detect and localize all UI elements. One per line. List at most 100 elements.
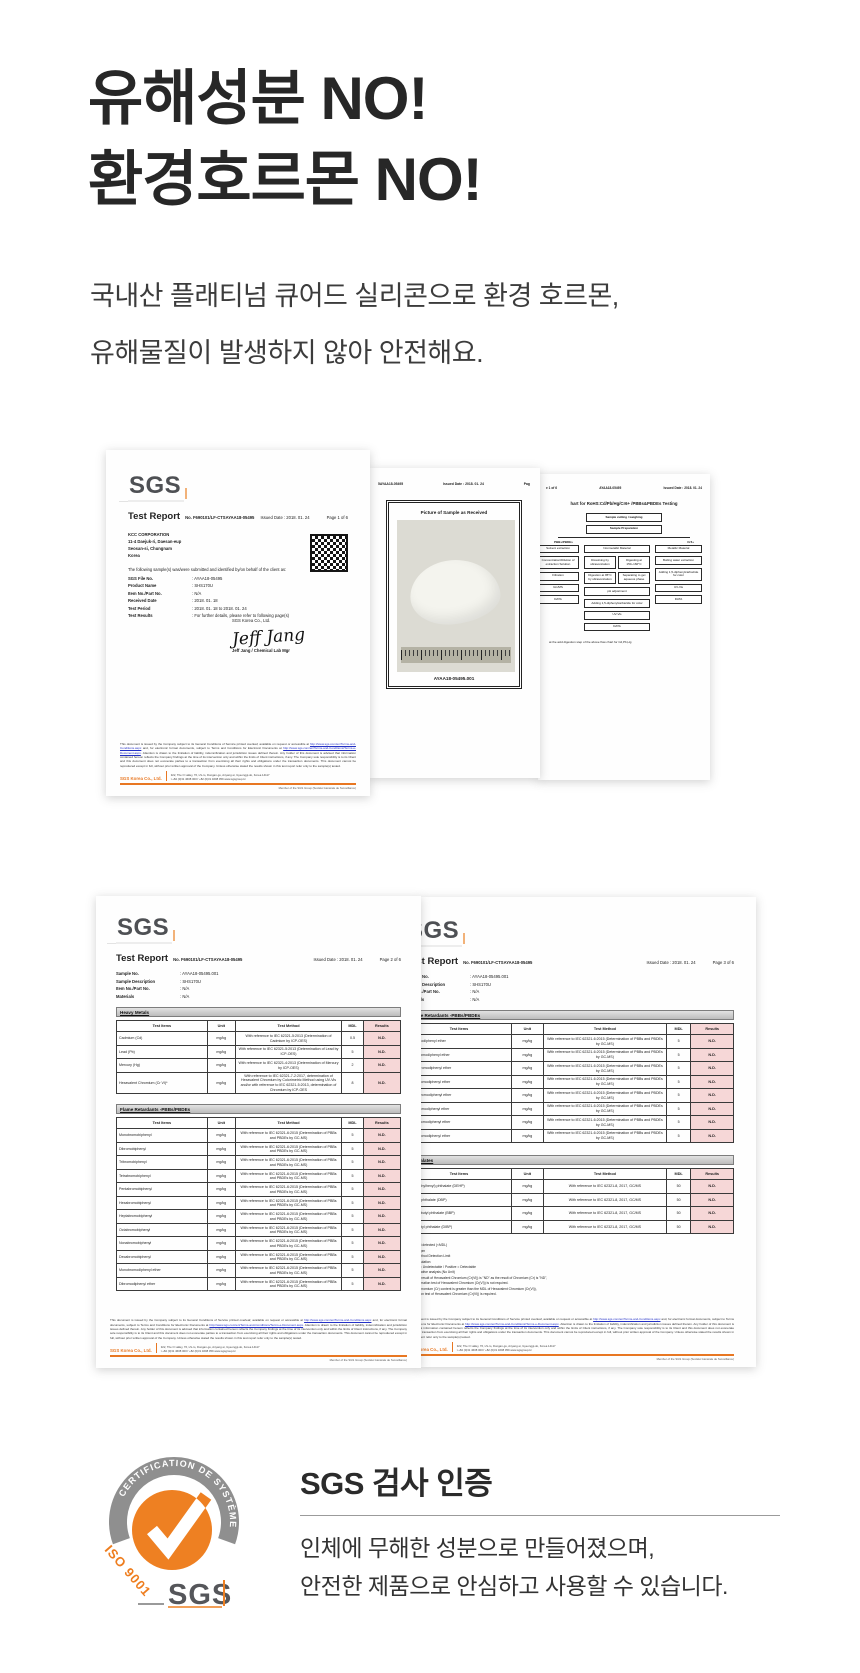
picture-title: Picture of Sample as Received bbox=[420, 510, 488, 515]
field-label: SGS File No. bbox=[128, 575, 154, 581]
table-cell: mg/kg bbox=[510, 1034, 544, 1049]
table-cell: mg/kg bbox=[206, 1031, 236, 1046]
disclaimer-part: This document is issued by the Company s… bbox=[110, 1318, 305, 1323]
table-cell: With reference to IEC 62321-6:2015 (Dete… bbox=[234, 1195, 343, 1211]
result-cell: N.D. bbox=[362, 1263, 402, 1278]
test-item-cell: Tribromobiphenyl bbox=[116, 1155, 208, 1170]
table-cell: With reference to IEC 62321-8, 2017, GC/… bbox=[542, 1192, 667, 1208]
field-value: 2018. 01. 18 to 2018. 01. 24 bbox=[192, 605, 246, 613]
table-row: Pentabromobiphenyl mg/kg With reference to… bbox=[116, 1182, 402, 1197]
note-line: Negative = Undetectable / Positive = Det… bbox=[420, 1265, 477, 1269]
page-label: Page 1 of 6 bbox=[326, 515, 348, 520]
table-row: Decabromobiphenyl mg/kg With reference to … bbox=[116, 1249, 402, 1265]
flow-branch-line bbox=[558, 536, 690, 538]
field-value: N/A bbox=[470, 988, 479, 996]
table-row: Nonabromobiphenyl mg/kg With reference to … bbox=[116, 1236, 402, 1251]
footer-company: SGS Korea Co., Ltd. bbox=[110, 1348, 152, 1353]
flow-box: Filtration bbox=[538, 571, 579, 581]
disclaimer-part: This document is issued by the Company s… bbox=[420, 1317, 594, 1322]
table-cell: mg/kg bbox=[206, 1249, 236, 1265]
table-cell: 0.5 bbox=[341, 1031, 364, 1046]
flow-box: DATA bbox=[538, 595, 579, 604]
report-footer: This document is issued by the Company s… bbox=[110, 1318, 407, 1362]
note-line: MDL = Method Detection Limit bbox=[420, 1254, 451, 1259]
field-row: Sample Description SHS170U bbox=[116, 978, 401, 986]
lab-company: SGS Korea Co., Ltd. bbox=[232, 618, 271, 623]
result-cell: N.D. bbox=[362, 1209, 402, 1224]
test-item-cell: Dibromobiphenyl bbox=[116, 1141, 208, 1157]
field-label: Sample Description bbox=[116, 978, 156, 984]
disclaimer-text: This document is issued by the Company s… bbox=[420, 1317, 734, 1339]
report-number-fragment: 5AYAA18-05495 bbox=[378, 482, 404, 486]
table-cell: 5 bbox=[341, 1249, 364, 1265]
report-footer: This document is issued by the Company s… bbox=[120, 742, 356, 790]
flow-box: DATA bbox=[655, 595, 702, 604]
flow-box-pair: Digestion at 95°C by ultrasonication Sepa… bbox=[584, 571, 650, 585]
table-row: Hexabromobiphenyl mg/kg With reference to … bbox=[116, 1195, 402, 1211]
table-cell: With reference to IEC 62321-6:2015 (Dete… bbox=[234, 1249, 343, 1265]
report-title: Test Report bbox=[128, 511, 181, 522]
flow-box: UV-Vis bbox=[655, 583, 702, 593]
table-cell: mg/kg bbox=[206, 1155, 236, 1170]
table-cell: mg/kg bbox=[206, 1058, 236, 1073]
disclaimer-part: and, for electronic format documents, su… bbox=[141, 746, 284, 751]
field-row: Sample No. AYAA18-05495.001 bbox=[420, 973, 734, 981]
table-row: Mercury (Hg) mg/kg With reference to IEC 6… bbox=[116, 1058, 402, 1073]
field-value: SHS170U bbox=[180, 978, 201, 986]
table-cell: With reference to IEC 62321-7-2:2017, de… bbox=[234, 1071, 343, 1095]
table-cell: mg/kg bbox=[510, 1088, 544, 1103]
note-line: confirmation test of Hexavalent Chromium… bbox=[420, 1292, 497, 1297]
sgs-logo: SGS bbox=[106, 916, 176, 944]
page-label: Page 2 of 6 bbox=[379, 957, 401, 962]
subtitle-line-2: 유해물질이 발생하지 않아 안전해요. bbox=[90, 338, 484, 368]
disclaimer-text: This document is issued by the Company s… bbox=[110, 1318, 407, 1340]
iso-9001-certification-badge: CERTIFICATION DE SYSTÈME ISO 9001 SGS bbox=[102, 1457, 239, 1611]
flow-box: Adding 1,5-diphenylcarbazide for color bbox=[584, 599, 650, 608]
field-row: Test Results For further details, please … bbox=[128, 612, 328, 620]
footer-company: SGS Korea Co., Ltd. bbox=[420, 1347, 448, 1352]
phone-line: t +82 (0)31 4608 000 f +82 (0)31 4608 05… bbox=[160, 1348, 236, 1353]
table-row: Lead (Pb) mg/kg With reference to IEC 6232… bbox=[116, 1044, 402, 1060]
flow-page-header: e 1 of 6 AYAA18-05495 Issued Date : 2018… bbox=[544, 486, 704, 490]
table-cell: With reference to IEC 62321-6:2015 (Dete… bbox=[234, 1168, 343, 1184]
sgs-report-photo-page: 5AYAA18-05495 Issued Date : 2018. 01. 24… bbox=[368, 468, 540, 778]
flow-box: Dissolving by ultrasonication bbox=[584, 556, 616, 569]
table-cell: 5 bbox=[341, 1236, 364, 1251]
table-cell: 50 bbox=[665, 1219, 692, 1235]
table-cell: With reference to IEC 62321-6:2015 (Dete… bbox=[542, 1128, 667, 1144]
page-label-fragment: e 1 of 6 bbox=[546, 486, 557, 490]
sgs-logo: SGS bbox=[420, 919, 466, 947]
table-row: Dibromobiphenyl mg/kg With reference to IE… bbox=[116, 1141, 402, 1157]
table-cell: mg/kg bbox=[510, 1206, 544, 1221]
test-item-cell: Heptabromodiphenyl ether bbox=[420, 1088, 512, 1103]
test-item-cell: Heptabromobiphenyl bbox=[116, 1209, 208, 1224]
sample-photo bbox=[397, 520, 515, 672]
sample-picture-frame: Picture of Sample as Received AYAA18-054… bbox=[388, 502, 520, 687]
field-value: N/A bbox=[180, 993, 189, 1001]
test-item-cell: Tribromodiphenyl ether bbox=[420, 1034, 512, 1049]
table-cell: 50 bbox=[665, 1206, 692, 1221]
column-header: MDL bbox=[665, 1168, 692, 1181]
field-value: AYAA18-05495.001 bbox=[470, 973, 508, 981]
test-item-cell: Pentabromobiphenyl bbox=[116, 1182, 208, 1197]
test-item-cell: Tetrabromobiphenyl bbox=[116, 1168, 208, 1184]
table-cell: 5 bbox=[665, 1128, 692, 1144]
field-row: Sample No. AYAA18-05495.001 bbox=[116, 970, 401, 978]
table-cell: With reference to IEC 62321-6:2015 (Dete… bbox=[542, 1101, 667, 1117]
flow-box: DATA bbox=[584, 622, 650, 632]
flowchart-title: hart for RoHS:Cd/Pb/Hg/Cr6+ /PBBs&PBDEs … bbox=[570, 501, 678, 506]
section-flame-retardants: Flame Retardants -PBBs/PBDEs bbox=[116, 1104, 401, 1115]
table-cell: With reference to IEC 62321-8, 2017, GC/… bbox=[542, 1179, 667, 1194]
field-label: Test Results bbox=[128, 613, 153, 619]
field-row: Materials N/A bbox=[420, 996, 734, 1004]
result-cell: N.D. bbox=[690, 1179, 734, 1194]
disclaimer-part: and, for electronic format documents, su… bbox=[110, 1318, 407, 1327]
page-title: 유해성분 NO! 환경호르몬 NO! bbox=[88, 58, 483, 220]
report-title: Test Report bbox=[116, 953, 169, 964]
section-flame-retardants: Flame Retardants -PBBs/PBDEs bbox=[420, 1010, 734, 1021]
column-header: Results bbox=[690, 1023, 734, 1036]
table-row: Dibromodiphenyl ether mg/kg With reference… bbox=[116, 1276, 402, 1292]
